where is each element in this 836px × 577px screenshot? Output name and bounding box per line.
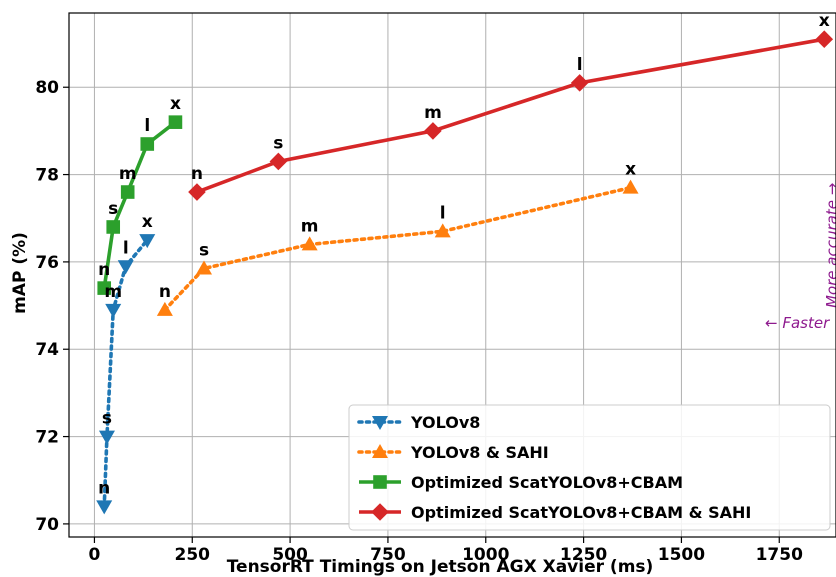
data-point [120, 185, 135, 199]
point-label: n [98, 478, 110, 498]
point-label: s [273, 133, 283, 153]
point-label: n [191, 164, 203, 184]
legend-entry: YOLOv8 & SAHI [410, 443, 549, 462]
data-point [98, 430, 115, 445]
data-point [96, 500, 113, 515]
point-label: x [170, 94, 181, 114]
series-3 [188, 30, 834, 201]
point-label: x [819, 11, 830, 31]
legend-entry: YOLOv8 [410, 413, 480, 432]
point-label: s [199, 240, 209, 260]
y-tick-label: 80 [35, 78, 59, 98]
data-point [196, 260, 213, 275]
point-label: m [301, 216, 319, 236]
x-tick-label: 750 [370, 545, 406, 565]
point-label: s [102, 409, 112, 429]
series-line [102, 238, 150, 509]
x-tick-label: 250 [175, 545, 211, 565]
data-point [424, 122, 442, 140]
point-label: m [119, 164, 137, 184]
data-point [140, 137, 155, 151]
data-point [815, 30, 834, 48]
legend-swatch-marker [372, 444, 388, 458]
data-point [139, 234, 156, 249]
data-point [301, 236, 318, 251]
series-line [163, 185, 633, 312]
data-point [168, 115, 183, 129]
x-tick-label: 1750 [756, 545, 803, 565]
data-point [188, 183, 206, 201]
point-label: n [159, 282, 171, 302]
data-point [156, 301, 173, 316]
point-label: n [98, 260, 110, 280]
x-tick-label: 0 [89, 545, 101, 565]
x-tick-label: 1000 [462, 545, 509, 565]
legend-box [348, 404, 831, 531]
x-axis-label: TensorRT Timings on Jetson AGX Xavier (m… [227, 557, 654, 577]
y-axis-label: mAP (%) [10, 232, 30, 314]
y-tick-label: 70 [35, 515, 59, 535]
y-tick-label: 76 [35, 253, 59, 273]
point-label: l [440, 203, 446, 223]
data-point [570, 74, 589, 92]
legend-swatch-marker [371, 503, 389, 521]
data-point [106, 220, 121, 234]
legend-swatch-marker [372, 416, 388, 430]
series-0 [96, 234, 156, 515]
annotation-faster: ← Faster [765, 314, 830, 332]
point-label: m [424, 103, 442, 123]
x-tick-label: 500 [272, 545, 308, 565]
point-label: x [142, 212, 153, 232]
data-point [117, 260, 134, 275]
y-tick-label: 74 [35, 340, 59, 360]
series-1 [156, 179, 639, 316]
point-label: l [144, 116, 150, 136]
data-point [622, 179, 639, 194]
legend: YOLOv8 YOLOv8 & SAHI Optimized ScatYOLOv8+… [348, 404, 831, 531]
y-tick-label: 78 [35, 166, 59, 186]
grid [69, 13, 836, 537]
legend-entry: Optimized ScatYOLOv8+CBAM [411, 473, 683, 492]
ticks: 0 250 500 750 1000 1250 1500 1750 70 72 74 76 78 80 [35, 78, 803, 565]
x-tick-label: 1250 [560, 545, 607, 565]
plot-frame [68, 12, 836, 538]
series-layer [96, 30, 834, 515]
legend-swatch-marker [373, 475, 387, 489]
point-label: l [123, 238, 129, 258]
data-point [434, 223, 451, 238]
series-line [196, 37, 825, 194]
x-tick-label: 1500 [658, 545, 705, 565]
point-label: x [625, 160, 636, 180]
data-point [97, 281, 112, 295]
annotations: ← Faster More accurate → [765, 183, 836, 332]
point-label: m [104, 282, 122, 302]
legend-entry: Optimized ScatYOLOv8+CBAM & SAHI [411, 503, 751, 522]
y-tick-label: 72 [35, 428, 59, 448]
point-label: l [577, 55, 583, 75]
data-point [105, 303, 122, 318]
data-point [269, 152, 288, 171]
annotation-more-accurate: More accurate → [823, 183, 836, 308]
series-2 [97, 115, 183, 295]
point-label: s [108, 199, 118, 219]
